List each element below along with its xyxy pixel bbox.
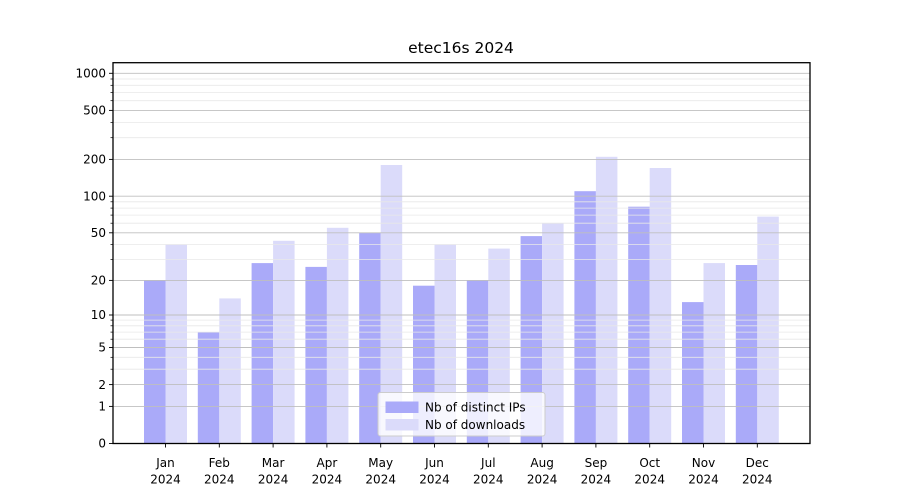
x-tick-label-year: 2024 [473,473,504,487]
y-tick-label: 5 [98,341,106,355]
bar-nb-of-downloads-sep [595,156,618,444]
bar-nb-of-distinct-ips-nov [682,302,704,444]
x-tick-label-month: Jan [155,456,175,470]
x-tick-label-month: Nov [692,456,715,470]
bar-nb-of-downloads-feb [219,298,241,444]
y-tick-label: 10 [91,308,106,322]
legend: Nb of distinct IPs Nb of downloads [377,392,546,437]
legend-swatch-downloads [385,419,419,431]
legend-box [377,392,546,437]
x-tick-label-month: Jun [424,456,444,470]
x-tick-label-month: Apr [317,456,338,470]
y-tick-label: 200 [83,153,106,167]
y-tick-label: 500 [83,104,106,118]
x-tick-label-year: 2024 [150,473,181,487]
x-tick-label-year: 2024 [581,473,612,487]
bar-nb-of-distinct-ips-may [359,232,381,444]
y-tick-label: 100 [83,189,106,203]
x-tick-label-year: 2024 [742,473,773,487]
y-tick-label: 1000 [75,67,106,81]
x-tick-label-month: Oct [639,456,660,470]
x-tick-label-month: Dec [746,456,769,470]
bar-nb-of-downloads-oct [649,168,672,444]
bar-nb-of-distinct-ips-sep [574,191,596,444]
legend-swatch-distinct-ips [385,401,419,413]
grid-layer [113,72,810,407]
x-tick-label-year: 2024 [688,473,719,487]
bar-nb-of-distinct-ips-aug [520,236,543,444]
x-tick-label-year: 2024 [312,473,343,487]
y-tick-label: 20 [91,274,106,288]
x-tick-label-year: 2024 [204,473,235,487]
chart-title: etec16s 2024 [408,39,514,57]
legend-label-downloads: Nb of downloads [425,418,525,432]
bar-nb-of-downloads-mar [273,240,295,444]
bar-nb-of-distinct-ips-jan [144,280,166,444]
x-tick-label-year: 2024 [419,473,450,487]
bar-nb-of-downloads-jan [165,244,187,444]
x-tick-label-year: 2024 [258,473,289,487]
bar-nb-of-distinct-ips-feb [197,332,220,444]
bar-nb-of-downloads-may [380,165,403,444]
bar-nb-of-downloads-aug [542,223,564,444]
x-tick-label-month: Mar [262,456,285,470]
y-tick-label: 1 [98,400,106,414]
x-tick-label-month: Feb [209,456,230,470]
x-tick-label-month: Aug [530,456,553,470]
x-tick-label-year: 2024 [634,473,665,487]
bar-nb-of-downloads-dec [757,216,779,444]
x-tick-label-year: 2024 [365,473,396,487]
y-tick-label: 50 [91,226,106,240]
bar-nb-of-downloads-apr [326,227,349,444]
bar-nb-of-distinct-ips-dec [735,265,758,444]
y-tick-label: 2 [98,378,106,392]
x-tick-label-year: 2024 [527,473,558,487]
legend-label-distinct-ips: Nb of distinct IPs [425,401,526,415]
plot-border [112,62,811,445]
y-tick-label: 0 [98,437,106,451]
x-tick-label-month: May [368,456,393,470]
bar-nb-of-downloads-nov [703,263,725,444]
bar-nb-of-distinct-ips-mar [251,263,274,444]
bar-nb-of-distinct-ips-apr [305,266,327,444]
x-tick-label-month: Jul [480,456,495,470]
x-tick-label-month: Sep [585,456,608,470]
axes-layer: 0 1 2 5 10 20 50 100 200 500 1000 Jan 2024 Feb 2024 Mar… [75,62,811,487]
bar-nb-of-distinct-ips-oct [628,206,650,444]
